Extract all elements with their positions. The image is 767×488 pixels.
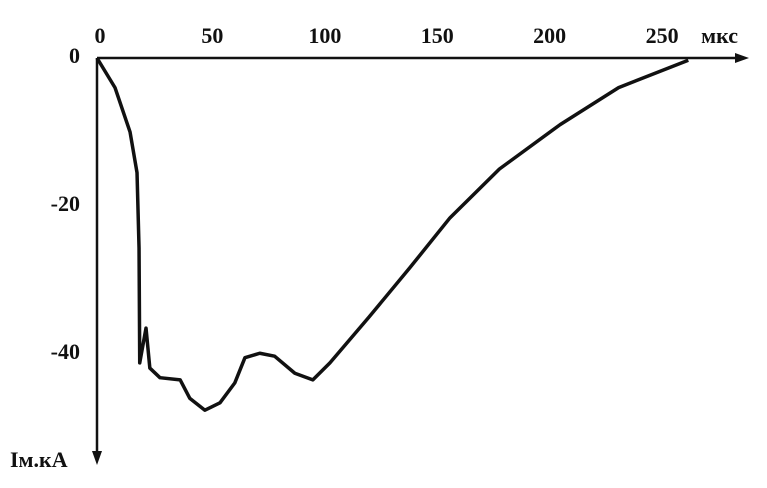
x-tick-label: 250 [646, 23, 679, 48]
x-axis-label: мкс [701, 23, 738, 48]
x-axis-arrow [735, 53, 749, 63]
x-tick-label: 100 [308, 23, 341, 48]
x-tick-label: 150 [421, 23, 454, 48]
data-line [95, 57, 689, 412]
y-axis-arrow [92, 451, 102, 465]
y-tick-label: -20 [51, 191, 80, 216]
x-tick-label: 200 [533, 23, 566, 48]
y-tick-label: 0 [69, 43, 80, 68]
x-tick-label: 50 [201, 23, 223, 48]
x-tick-label: 0 [95, 23, 106, 48]
y-axis-label: Iм.кА [10, 447, 68, 472]
y-tick-label: -40 [51, 339, 80, 364]
